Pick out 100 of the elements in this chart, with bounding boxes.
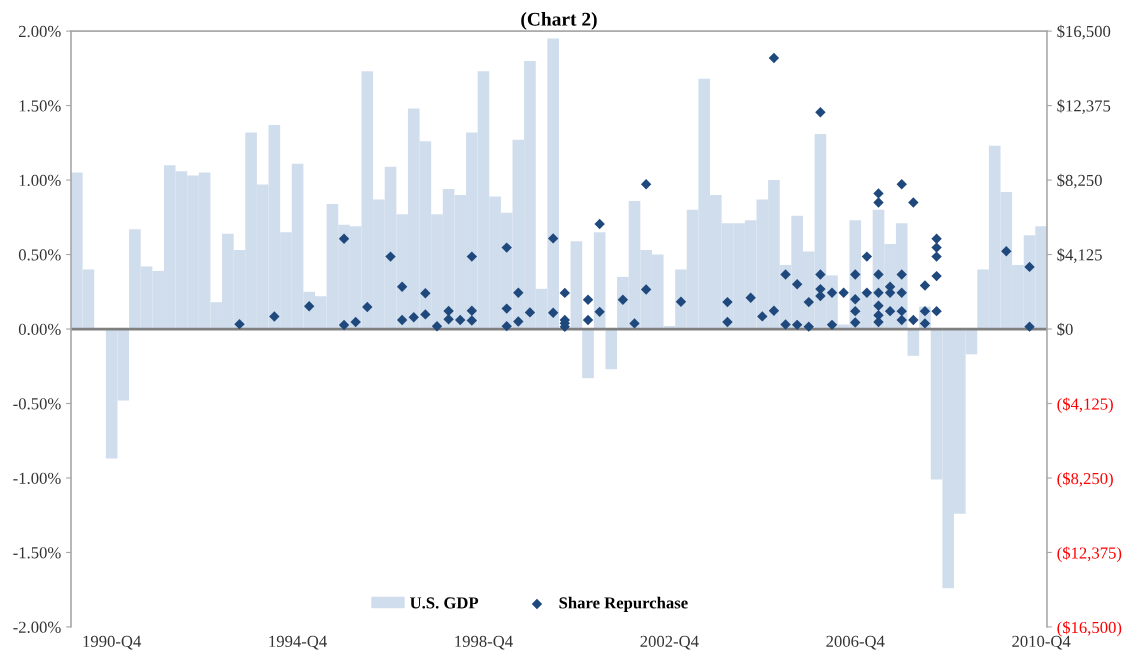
point: [838, 287, 849, 298]
y2-tick-label: $12,375: [1057, 99, 1111, 114]
point: [815, 106, 826, 118]
y-tick-label: 0.00%: [18, 323, 61, 336]
point: [640, 179, 652, 190]
point: [1024, 261, 1035, 273]
y2-tick-label: $16,500: [1057, 24, 1111, 40]
point: [629, 318, 640, 329]
point: [931, 270, 942, 282]
point: [396, 281, 408, 292]
y2-tick-label: ($12,375): [1057, 546, 1122, 563]
point: [873, 188, 884, 199]
point: [896, 179, 907, 190]
point: [873, 300, 884, 311]
point: [919, 280, 931, 291]
y2-tick-label: $8,250: [1057, 173, 1102, 189]
point: [931, 305, 942, 317]
y2-tick-label: $4,125: [1057, 248, 1102, 263]
point: [850, 269, 861, 280]
point: [513, 316, 524, 327]
point: [919, 318, 931, 329]
point: [362, 301, 373, 313]
point: [617, 294, 629, 305]
point: [234, 318, 245, 330]
bar: [582, 329, 594, 379]
x-tick-label: 2010-Q4: [1012, 635, 1071, 650]
bar: [593, 232, 606, 330]
point: [594, 306, 605, 318]
point: [547, 307, 559, 318]
point: [873, 197, 884, 208]
x-tick-label: 2002-Q4: [640, 635, 699, 650]
point: [640, 284, 652, 295]
point: [501, 320, 512, 332]
point: [420, 288, 431, 299]
x-tick-label: 2006-Q4: [826, 635, 885, 650]
y-tick-label: 1.50%: [19, 100, 61, 112]
y2-tick-label: ($4,125): [1057, 397, 1113, 414]
point: [501, 242, 512, 253]
y-tick-label: -0.50%: [13, 398, 61, 410]
bar: [907, 329, 920, 356]
point: [582, 294, 594, 305]
y-tick-label: 2.00%: [18, 25, 61, 38]
point: [408, 312, 419, 323]
point: [431, 321, 443, 332]
x-tick-label: 1994-Q4: [269, 635, 327, 650]
chart-title: (Chart 2): [521, 12, 597, 30]
point: [850, 294, 861, 305]
point: [908, 197, 919, 208]
point: [455, 314, 466, 326]
point: [919, 305, 931, 317]
bar: [570, 241, 583, 330]
point: [513, 287, 524, 298]
y-tick-label: -1.50%: [13, 547, 61, 559]
point: [908, 314, 919, 326]
point: [873, 269, 884, 280]
point: [396, 314, 408, 326]
legend-label: Share Repurchase: [559, 596, 688, 612]
point: [524, 307, 536, 318]
y2-tick-label: $0: [1057, 322, 1073, 337]
y-tick-label: -1.00%: [13, 472, 61, 484]
point: [931, 233, 942, 244]
point: [896, 269, 907, 280]
x-tick-label: 1998-Q4: [455, 635, 513, 650]
point: [1001, 246, 1012, 257]
y-tick-label: 1.00%: [19, 174, 61, 187]
point: [803, 296, 814, 308]
point: [745, 292, 756, 303]
point: [884, 305, 896, 317]
point: [861, 287, 873, 298]
x-tick-label: 1990-Q4: [83, 635, 142, 650]
y-tick-label: 0.50%: [18, 249, 61, 261]
point: [791, 319, 803, 331]
point: [826, 287, 838, 298]
point: [1024, 321, 1035, 332]
point: [420, 309, 431, 320]
point: [931, 242, 942, 253]
point: [791, 279, 803, 290]
point: [861, 251, 873, 262]
point: [826, 319, 838, 331]
point: [873, 287, 884, 298]
point: [803, 321, 814, 332]
point: [722, 296, 733, 308]
point: [338, 319, 350, 331]
point: [547, 233, 559, 244]
point: [768, 52, 780, 64]
point: [757, 311, 768, 322]
point: [675, 296, 687, 307]
y-tick-label: -2.00%: [13, 621, 61, 633]
point: [269, 311, 280, 322]
point: [780, 319, 791, 330]
point: [850, 305, 861, 317]
point: [896, 314, 907, 326]
point: [350, 316, 361, 328]
point: [466, 315, 478, 326]
point: [768, 305, 780, 316]
point: [896, 305, 907, 317]
point: [594, 218, 605, 230]
point: [780, 269, 791, 280]
point: [559, 287, 570, 299]
point: [896, 287, 907, 298]
